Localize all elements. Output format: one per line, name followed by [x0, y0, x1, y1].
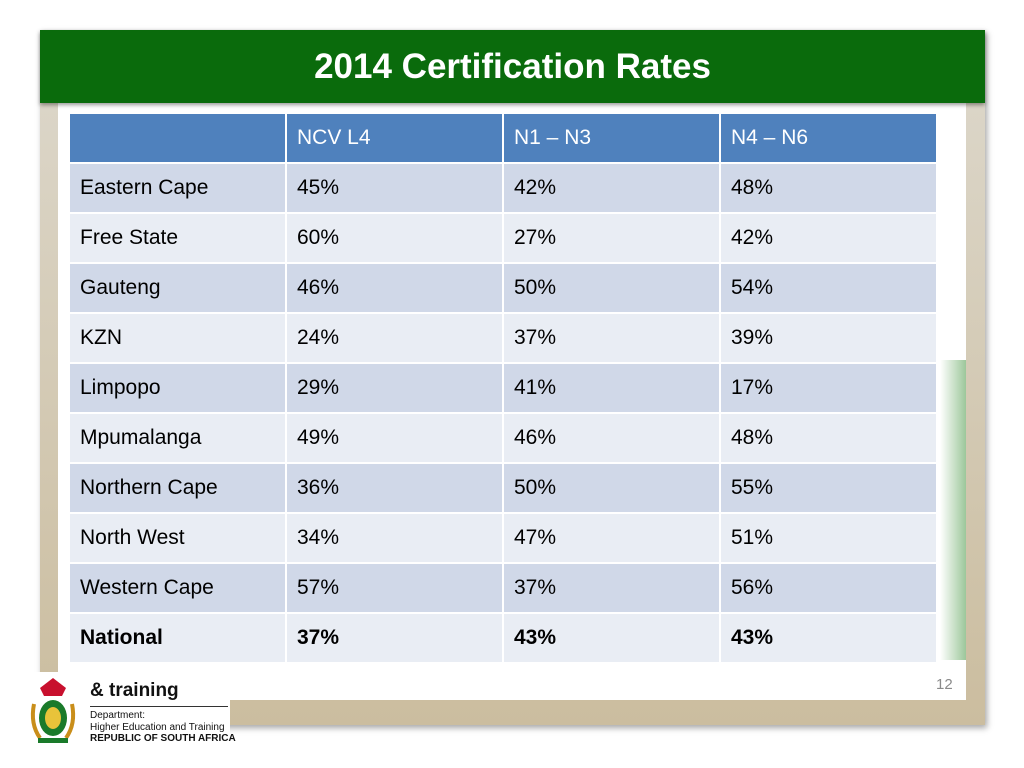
row-label: National [68, 612, 287, 664]
cell: 57% [285, 562, 504, 614]
table-row: National 37% 43% 43% [68, 612, 938, 664]
row-label: KZN [68, 312, 287, 364]
cell: 37% [502, 562, 721, 614]
cell: 55% [719, 462, 938, 514]
crest [30, 678, 76, 743]
header-cell: NCV L4 [285, 112, 504, 164]
row-label: North West [68, 512, 287, 564]
cell: 46% [285, 262, 504, 314]
cell: 50% [502, 462, 721, 514]
cell: 43% [502, 612, 721, 664]
header-cell: N4 – N6 [719, 112, 938, 164]
cell: 49% [285, 412, 504, 464]
table-row: Gauteng 46% 50% 54% [68, 262, 938, 314]
row-label: Northern Cape [68, 462, 287, 514]
cell: 46% [502, 412, 721, 464]
cell: 27% [502, 212, 721, 264]
divider [90, 706, 228, 707]
cell: 48% [719, 162, 938, 214]
logo-department: Department: [90, 710, 146, 721]
cell: 17% [719, 362, 938, 414]
cell: 51% [719, 512, 938, 564]
cell: 41% [502, 362, 721, 414]
cell: 36% [285, 462, 504, 514]
cell: 42% [719, 212, 938, 264]
table-row: Western Cape 57% 37% 56% [68, 562, 938, 614]
cell: 60% [285, 212, 504, 264]
header-cell [68, 112, 287, 164]
cell: 34% [285, 512, 504, 564]
table: NCV L4 N1 – N3 N4 – N6 Eastern Cape 45% 42% 48… [68, 112, 938, 664]
row-label: Eastern Cape [68, 162, 287, 214]
cell: 48% [719, 412, 938, 464]
page-number: 12 [936, 676, 953, 693]
row-label: Free State [68, 212, 287, 264]
row-label: Western Cape [68, 562, 287, 614]
cell: 56% [719, 562, 938, 614]
logo-name: & training [90, 680, 179, 701]
table-row: Northern Cape 36% 50% 55% [68, 462, 938, 514]
row-label: Mpumalanga [68, 412, 287, 464]
table-row: KZN 24% 37% 39% [68, 312, 938, 364]
title: 2014 Certification Rates [40, 30, 985, 103]
cell: 29% [285, 362, 504, 414]
cell: 54% [719, 262, 938, 314]
cell: 45% [285, 162, 504, 214]
decoration [940, 360, 966, 660]
logo: & training Department: Higher Education … [20, 672, 236, 748]
table-row: Eastern Cape 45% 42% 48% [68, 162, 938, 214]
cell: 39% [719, 312, 938, 364]
cell: 42% [502, 162, 721, 214]
header-row: NCV L4 N1 – N3 N4 – N6 [68, 112, 938, 164]
row-label: Gauteng [68, 262, 287, 314]
header-cell: N1 – N3 [502, 112, 721, 164]
cell: 37% [502, 312, 721, 364]
logo-country: REPUBLIC OF SOUTH AFRICA [90, 733, 236, 744]
cell: 24% [285, 312, 504, 364]
table-row: Mpumalanga 49% 46% 48% [68, 412, 938, 464]
table-row: Limpopo 29% 41% 17% [68, 362, 938, 414]
table-row: Free State 60% 27% 42% [68, 212, 938, 264]
row-label: Limpopo [68, 362, 287, 414]
logo-ministry: Higher Education and Training [90, 722, 225, 733]
cell: 47% [502, 512, 721, 564]
cell: 50% [502, 262, 721, 314]
cell: 43% [719, 612, 938, 664]
cell: 37% [285, 612, 504, 664]
table-row: North West 34% 47% 51% [68, 512, 938, 564]
